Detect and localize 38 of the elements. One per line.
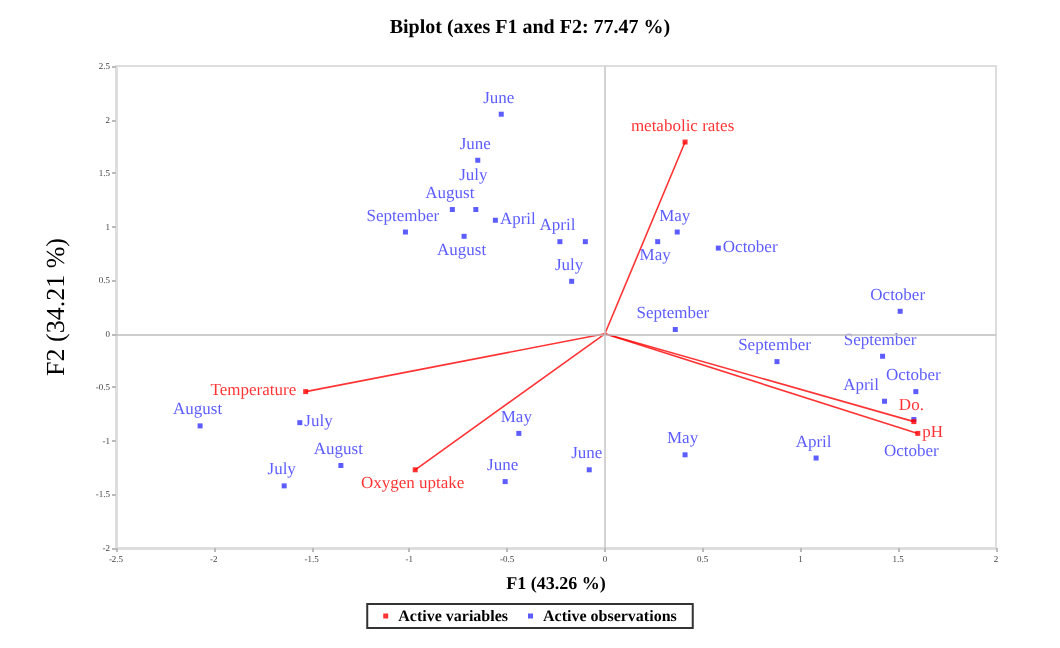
data-label: October — [722, 235, 778, 256]
data-label: metabolic rates — [630, 114, 735, 135]
data-label: July — [267, 458, 298, 479]
data-label: October — [885, 364, 942, 385]
y-axis-title: F2 (34.21 %) — [40, 238, 70, 376]
data-label: August — [173, 398, 224, 419]
data-label: Oxygen uptake — [361, 472, 465, 493]
data-label: September — [738, 334, 812, 355]
data-label: May — [500, 405, 534, 426]
data-label: October — [883, 439, 940, 460]
data-label: Do. — [898, 394, 924, 415]
data-label: Temperature — [210, 379, 297, 400]
data-label: April — [499, 207, 538, 228]
data-label: September — [366, 204, 440, 225]
data-label: June — [483, 86, 515, 107]
data-label: June — [487, 454, 519, 475]
data-label: October — [870, 283, 926, 304]
data-label: August — [313, 438, 365, 459]
data-label: April — [843, 373, 881, 394]
data-label: August — [437, 238, 488, 259]
data-label: September — [636, 301, 710, 322]
data-label: July — [459, 164, 489, 185]
legend-label: Active variables — [398, 607, 508, 625]
data-label: September — [843, 328, 917, 349]
data-label: July — [554, 253, 585, 274]
data-label: August — [425, 182, 476, 203]
data-label: May — [659, 204, 692, 225]
data-label: June — [571, 442, 603, 463]
data-label: June — [459, 132, 492, 153]
data-label: April — [795, 430, 833, 451]
data-label: May — [639, 244, 673, 265]
x-axis-title: F1 (43.26 %) — [506, 572, 606, 593]
legend-label: Active observations — [543, 607, 677, 625]
data-label: April — [539, 214, 577, 235]
data-label: May — [666, 427, 700, 448]
chart-title: Biplot (axes F1 and F2: 77.47 %) — [389, 17, 671, 39]
data-label: July — [304, 410, 335, 431]
data-label: pH — [922, 420, 944, 441]
